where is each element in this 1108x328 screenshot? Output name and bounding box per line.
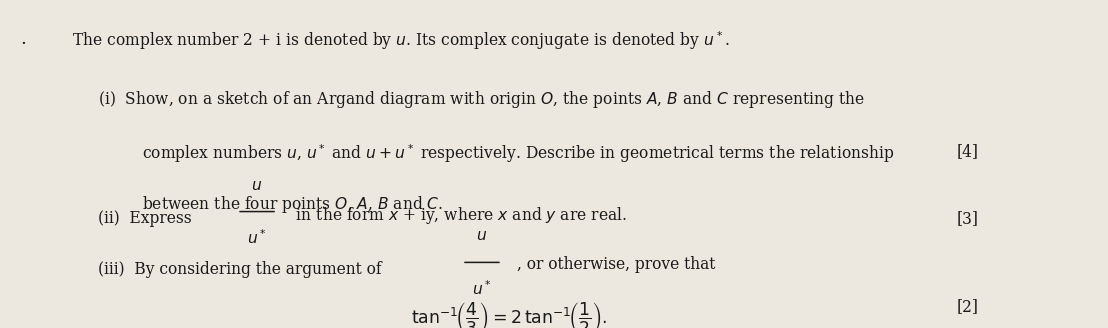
Text: $u$: $u$ [476, 227, 488, 244]
Text: (ii)  Express: (ii) Express [98, 210, 191, 227]
Text: The complex number 2 + i is denoted by $u$. Its complex conjugate is denoted by : The complex number 2 + i is denoted by $… [72, 30, 729, 52]
Text: in the form $x$ + iy, where $x$ and $y$ are real.: in the form $x$ + iy, where $x$ and $y$ … [291, 205, 627, 226]
Text: $u^*$: $u^*$ [472, 280, 492, 299]
Text: [4]: [4] [956, 143, 978, 160]
Text: between the four points $O$, $A$, $B$ and $C$.: between the four points $O$, $A$, $B$ an… [142, 194, 443, 215]
Text: complex numbers $u$, $u^*$ and $u + u^*$ respectively. Describe in geometrical t: complex numbers $u$, $u^*$ and $u + u^*$… [142, 143, 894, 165]
Text: $u$: $u$ [252, 176, 263, 194]
Text: (i)  Show, on a sketch of an Argand diagram with origin $O$, the points $A$, $B$: (i) Show, on a sketch of an Argand diagr… [98, 89, 864, 110]
Text: $u^*$: $u^*$ [247, 230, 267, 248]
Text: , or otherwise, prove that: , or otherwise, prove that [517, 256, 716, 273]
Text: [3]: [3] [956, 210, 978, 227]
Text: .: . [20, 30, 25, 48]
Text: $\mathrm{tan}^{-1}\!\left(\dfrac{4}{3}\right) = 2\,\mathrm{tan}^{-1}\!\left(\dfr: $\mathrm{tan}^{-1}\!\left(\dfrac{4}{3}\r… [411, 300, 608, 328]
Text: (iii)  By considering the argument of: (iii) By considering the argument of [98, 261, 381, 278]
Text: [2]: [2] [956, 298, 978, 316]
